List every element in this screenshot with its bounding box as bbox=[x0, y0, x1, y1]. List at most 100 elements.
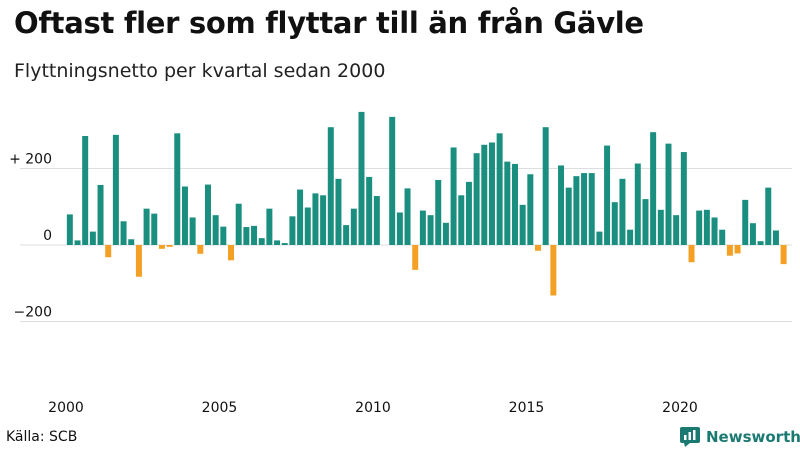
bar bbox=[742, 199, 749, 245]
bar bbox=[335, 178, 342, 245]
bar bbox=[327, 127, 334, 245]
bar bbox=[650, 132, 657, 245]
bar bbox=[89, 231, 96, 245]
brand-logo: Newsworthy bbox=[680, 427, 800, 447]
bar bbox=[243, 227, 250, 245]
bar bbox=[274, 240, 281, 245]
bar bbox=[619, 178, 626, 245]
bar bbox=[289, 216, 296, 245]
bar bbox=[174, 133, 181, 245]
bar bbox=[404, 188, 411, 245]
bar bbox=[535, 245, 542, 251]
bar bbox=[450, 147, 457, 245]
bar bbox=[204, 184, 211, 245]
bar bbox=[297, 189, 304, 245]
bar bbox=[642, 199, 649, 245]
bar bbox=[181, 186, 188, 245]
bar bbox=[258, 238, 265, 245]
bar bbox=[703, 209, 710, 245]
bar bbox=[627, 229, 634, 245]
bar bbox=[143, 208, 150, 245]
brand-name: Newsworthy bbox=[706, 428, 800, 446]
bar bbox=[473, 153, 480, 245]
bar bbox=[412, 245, 419, 270]
y-tick-label: −200 bbox=[14, 305, 52, 321]
bar bbox=[749, 223, 756, 245]
bar bbox=[734, 245, 741, 254]
bar bbox=[366, 176, 373, 245]
bar bbox=[604, 145, 611, 245]
bar bbox=[158, 245, 165, 249]
bar bbox=[673, 215, 680, 245]
x-tick-label: 2010 bbox=[355, 400, 391, 416]
bar bbox=[711, 217, 718, 245]
bar bbox=[312, 193, 319, 245]
bar bbox=[772, 230, 779, 246]
bar bbox=[197, 245, 204, 254]
bar bbox=[82, 135, 89, 245]
chart-title: Oftast fler som flyttar till än från Gäv… bbox=[14, 6, 644, 40]
y-tick-label: + 200 bbox=[9, 152, 52, 168]
bar bbox=[719, 229, 726, 245]
bar bbox=[281, 243, 288, 245]
bar bbox=[588, 173, 595, 245]
bar bbox=[396, 212, 403, 245]
y-tick-label: 0 bbox=[43, 228, 52, 244]
bar bbox=[696, 210, 703, 245]
bar bbox=[726, 245, 733, 256]
bar bbox=[66, 214, 73, 245]
bar bbox=[151, 213, 158, 245]
bar bbox=[74, 240, 81, 245]
bar bbox=[320, 195, 327, 246]
bar bbox=[228, 245, 235, 261]
bar bbox=[389, 116, 396, 245]
chart-subtitle: Flyttningsnetto per kvartal sedan 2000 bbox=[14, 60, 386, 82]
source-note: Källa: SCB bbox=[6, 429, 78, 445]
x-tick-label: 2005 bbox=[202, 400, 238, 416]
y-axis-ticks: + 200 0 −200 bbox=[9, 152, 52, 321]
bar bbox=[780, 245, 787, 265]
bar bbox=[419, 210, 426, 245]
bar bbox=[350, 208, 357, 245]
bar bbox=[112, 134, 119, 245]
bar bbox=[565, 187, 572, 246]
bar bbox=[511, 163, 518, 245]
bar bbox=[581, 173, 588, 245]
bar bbox=[596, 231, 603, 245]
bar bbox=[212, 215, 219, 245]
bar bbox=[488, 142, 495, 245]
bar bbox=[105, 245, 112, 258]
bar bbox=[166, 245, 173, 247]
bar bbox=[343, 225, 350, 245]
bar bbox=[757, 241, 764, 246]
bar bbox=[128, 239, 135, 245]
bar bbox=[550, 245, 557, 296]
bar bbox=[435, 179, 442, 245]
bars bbox=[66, 111, 787, 296]
bar bbox=[573, 176, 580, 245]
bar bbox=[220, 226, 227, 245]
bar bbox=[527, 174, 534, 245]
x-tick-label: 2000 bbox=[48, 400, 84, 416]
bar bbox=[120, 221, 127, 245]
bar bbox=[442, 222, 449, 245]
bar bbox=[657, 209, 664, 245]
bar bbox=[189, 217, 196, 245]
bar bbox=[358, 111, 365, 245]
bar bbox=[504, 161, 511, 246]
bar bbox=[611, 202, 618, 245]
bar bbox=[97, 184, 104, 245]
x-tick-label: 2020 bbox=[662, 400, 698, 416]
x-tick-label: 2015 bbox=[509, 400, 545, 416]
bar bbox=[251, 225, 258, 246]
bar bbox=[465, 181, 472, 245]
bar bbox=[458, 195, 465, 246]
bar bbox=[481, 144, 488, 245]
bar bbox=[373, 196, 380, 245]
bar bbox=[519, 204, 526, 245]
x-axis-ticks: 2000 2005 2010 2015 2020 bbox=[48, 400, 698, 416]
bar bbox=[558, 165, 565, 245]
bar bbox=[496, 133, 503, 245]
bar bbox=[542, 127, 549, 245]
